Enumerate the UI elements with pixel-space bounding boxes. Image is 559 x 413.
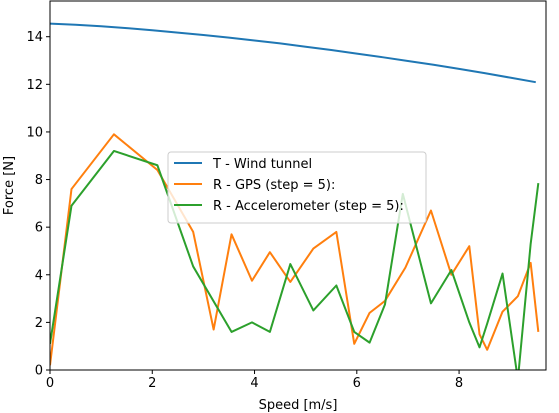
legend-label: R - Accelerometer (step = 5): [213,199,404,214]
y-tick-label: 6 [35,221,43,236]
y-tick-label: 10 [26,125,43,140]
series-line-2 [50,133,540,366]
y-axis-label: Force [N] [2,156,17,215]
x-tick-label: 0 [46,376,54,391]
y-tick-label: 0 [35,364,43,379]
series-line-1 [50,22,536,84]
legend-label: R - GPS (step = 5): [213,178,335,193]
x-tick-label: 8 [455,376,463,391]
y-tick-label: 2 [35,316,43,331]
x-tick-label: 4 [250,376,258,391]
ticks-layer: 0 2 4 6 8 0 2 4 6 8 10 12 14 [26,30,463,391]
series-line-3 [50,149,540,370]
y-tick-label: 4 [35,268,43,283]
legend-box [167,151,427,224]
y-tick-label: 14 [26,30,43,45]
legend-label: T - Wind tunnel [212,157,312,172]
x-tick-label: 6 [353,376,361,391]
y-tick-label: 12 [26,78,43,93]
series-layer [50,22,540,370]
plot-frame [49,0,547,371]
legend: T - Wind tunnel R - GPS (step = 5): R - Ac… [167,151,427,224]
x-axis-label: Speed [m/s] [259,398,338,413]
y-tick-label: 8 [35,173,43,188]
x-tick-label: 2 [148,376,156,391]
